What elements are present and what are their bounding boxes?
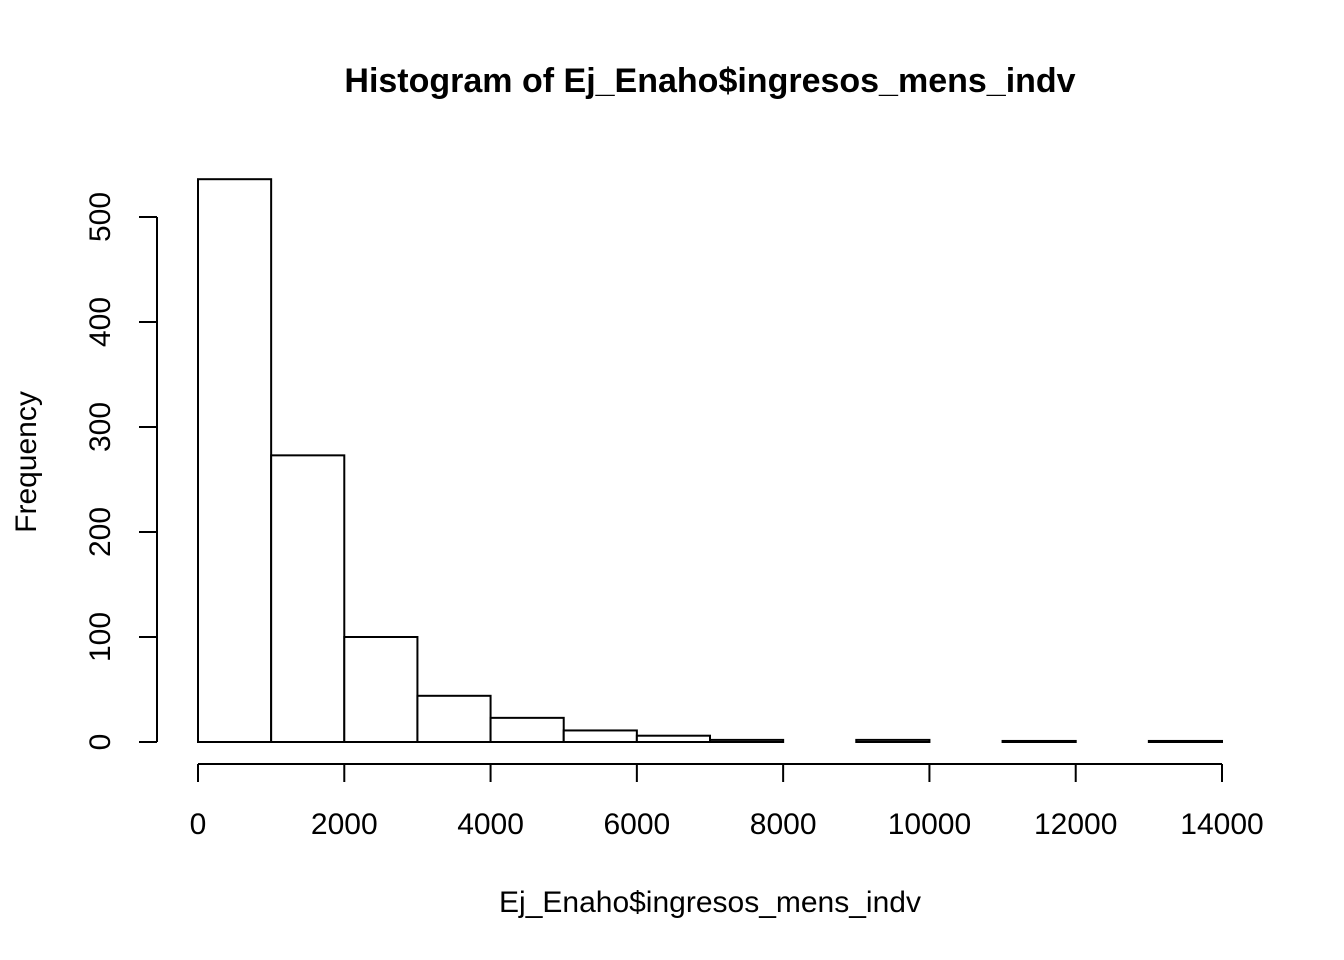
x-axis-label: Ej_Enaho$ingresos_mens_indv: [499, 886, 921, 919]
y-tick-label: 200: [84, 507, 117, 557]
x-tick-label: 4000: [457, 808, 524, 841]
histogram-bar: [1001, 739, 1077, 744]
y-axis: 0 100 200 300 400 500: [84, 192, 158, 751]
histogram-bar: [416, 694, 492, 743]
x-tick-label: 2000: [311, 808, 378, 841]
histogram-bar: [489, 716, 565, 743]
histogram-bar: [855, 738, 931, 744]
y-tick-label: 500: [84, 192, 117, 242]
y-tick-label: 100: [84, 612, 117, 662]
histogram-bar: [270, 454, 346, 743]
histogram-bar: [562, 729, 638, 744]
x-tick-label: 12000: [1034, 808, 1117, 841]
histogram-bar: [1147, 739, 1224, 744]
x-tick-label: 8000: [750, 808, 817, 841]
x-tick-label: 14000: [1180, 808, 1263, 841]
y-tick-label: 0: [84, 734, 117, 751]
bars-group: [197, 178, 1224, 744]
histogram-bar: [709, 738, 785, 744]
x-tick-label: 0: [190, 808, 207, 841]
x-tick-label: 10000: [888, 808, 971, 841]
x-tick-label: 6000: [603, 808, 670, 841]
y-axis-label: Frequency: [10, 391, 43, 533]
y-tick-label: 300: [84, 402, 117, 452]
histogram-bar: [197, 178, 273, 743]
y-tick-label: 400: [84, 297, 117, 347]
histogram-bar: [343, 636, 419, 743]
histogram-bar: [635, 734, 711, 744]
chart-title: Histogram of Ej_Enaho$ingresos_mens_indv: [344, 62, 1075, 100]
x-axis: 0 2000 4000 6000 8000 10000 12000 14000: [190, 763, 1264, 841]
